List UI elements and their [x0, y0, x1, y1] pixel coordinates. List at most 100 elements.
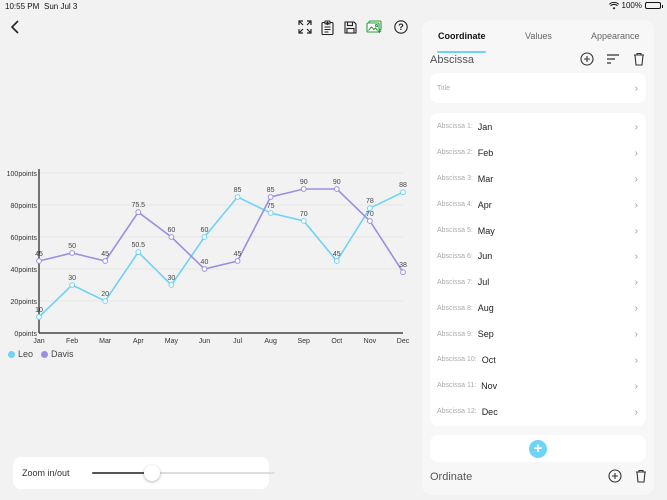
data-label: 10 [35, 307, 43, 314]
abscissa-list: Abscissa 1: Jan › Abscissa 2: Feb › Abscissa… [430, 113, 646, 426]
abscissa-row[interactable]: Abscissa 6: Jun › [430, 243, 646, 269]
legend-swatch-davis [41, 350, 49, 358]
x-tick-label: Jul [233, 338, 242, 345]
panel-tabs: Coordinate Values Appearance [422, 28, 654, 53]
data-point [367, 205, 373, 212]
data-label: 45 [35, 251, 43, 258]
abscissa-value: Mar [477, 173, 494, 184]
data-point [400, 189, 406, 196]
add-circle-icon[interactable] [608, 469, 622, 483]
battery-icon [645, 2, 663, 9]
tab-values[interactable]: Values [525, 31, 552, 41]
x-tick-label: Dec [397, 338, 410, 345]
data-point [267, 210, 274, 216]
data-point [168, 282, 175, 288]
data-label: 70 [366, 211, 374, 218]
series-line-davis [38, 188, 404, 273]
data-label: 60 [167, 227, 175, 234]
chart-legend: Leo Davis [8, 349, 74, 359]
zoom-slider-track[interactable] [92, 465, 275, 481]
chevron-right-icon: › [634, 225, 638, 237]
battery-percent: 100% [621, 1, 642, 10]
abscissa-row[interactable]: Abscissa 7: Jul › [430, 269, 646, 295]
add-abscissa-card: + [430, 435, 646, 462]
abscissa-value: Feb [477, 147, 494, 158]
fullscreen-icon[interactable] [296, 18, 314, 36]
y-tick-label: 20points [11, 299, 38, 306]
line-chart[interactable]: 0points 20points 40points 60points 80points 1… [0, 160, 415, 365]
data-point [135, 209, 142, 216]
abscissa-value: May [477, 225, 495, 236]
x-tick-label: Oct [331, 338, 342, 345]
abscissa-key: Abscissa 12: [437, 408, 477, 416]
data-label: 50.5 [131, 242, 145, 249]
data-label: 85 [267, 187, 275, 194]
chevron-right-icon: › [634, 83, 638, 94]
chevron-right-icon: › [634, 406, 638, 418]
settings-panel: Coordinate Values Appearance Abscissa Ti… [422, 20, 654, 495]
abscissa-key: Abscissa 10: [437, 356, 477, 364]
chevron-right-icon: › [634, 380, 638, 392]
data-point [36, 314, 42, 320]
data-label: 45 [101, 251, 109, 258]
title-row[interactable]: Title › [430, 73, 646, 103]
x-tick-label: Jun [199, 338, 210, 345]
data-point [234, 258, 241, 264]
abscissa-row[interactable]: Abscissa 5: May › [430, 218, 646, 244]
trash-icon[interactable] [634, 469, 648, 483]
clipboard-export-icon[interactable] [318, 18, 336, 36]
tab-appearance[interactable]: Appearance [591, 31, 640, 41]
add-circle-icon[interactable] [580, 52, 594, 66]
y-tick-label: 60points [11, 235, 38, 242]
abscissa-row[interactable]: Abscissa 10: Oct › [430, 347, 646, 373]
data-label: 90 [333, 179, 341, 186]
back-icon[interactable] [6, 18, 24, 36]
active-tab-indicator [437, 51, 486, 53]
legend-swatch-leo [8, 350, 15, 358]
data-label: 90 [300, 179, 308, 186]
chevron-right-icon: › [634, 303, 638, 315]
save-icon[interactable] [341, 18, 359, 36]
abscissa-row[interactable]: Abscissa 9: Sep › [430, 321, 646, 347]
data-point [300, 218, 307, 224]
abscissa-key: Abscissa 5: [437, 227, 473, 234]
abscissa-title-field[interactable]: Title › [430, 73, 646, 103]
y-tick-label: 0points [14, 331, 37, 338]
abscissa-key: Abscissa 11: [437, 382, 477, 390]
zoom-slider-thumb[interactable] [144, 465, 161, 481]
legend-item-leo: Leo [8, 349, 33, 359]
abscissa-value: Sep [477, 329, 494, 340]
chevron-right-icon: › [634, 277, 638, 289]
data-point [36, 258, 42, 264]
abscissa-row[interactable]: Abscissa 1: Jan › [430, 114, 646, 140]
abscissa-row[interactable]: Abscissa 2: Feb › [430, 140, 646, 166]
image-export-icon[interactable] [365, 18, 383, 36]
abscissa-value: Dec [481, 406, 498, 417]
trash-icon[interactable] [632, 52, 646, 66]
abscissa-row[interactable]: Abscissa 12: Dec › [430, 399, 646, 425]
y-tick-label: 40points [11, 267, 38, 274]
status-time: 10:55 PM [5, 2, 40, 11]
x-tick-label: Aug [264, 338, 277, 345]
x-tick-label: Sep [297, 338, 310, 345]
chevron-right-icon: › [634, 173, 638, 185]
help-icon[interactable]: ? [392, 18, 410, 36]
data-point [201, 234, 208, 240]
add-abscissa-button[interactable]: + [529, 439, 547, 458]
data-label: 45 [234, 251, 242, 258]
data-point [201, 266, 208, 272]
tab-coordinate[interactable]: Coordinate [438, 31, 486, 41]
data-label: 40 [201, 259, 209, 266]
data-point [333, 186, 340, 192]
abscissa-row[interactable]: Abscissa 3: Mar › [430, 166, 646, 192]
abscissa-row[interactable]: Abscissa 8: Aug › [430, 295, 646, 321]
abscissa-value: Jan [477, 121, 493, 132]
data-label: 88 [399, 182, 407, 189]
abscissa-row[interactable]: Abscissa 11: Nov › [430, 373, 646, 399]
sort-icon[interactable] [606, 52, 620, 66]
abscissa-value: Oct [481, 354, 496, 365]
data-label: 20 [101, 291, 109, 298]
abscissa-key: Abscissa 4: [437, 201, 473, 209]
abscissa-row[interactable]: Abscissa 4: Apr › [430, 192, 646, 218]
series-line-leo [38, 191, 404, 318]
